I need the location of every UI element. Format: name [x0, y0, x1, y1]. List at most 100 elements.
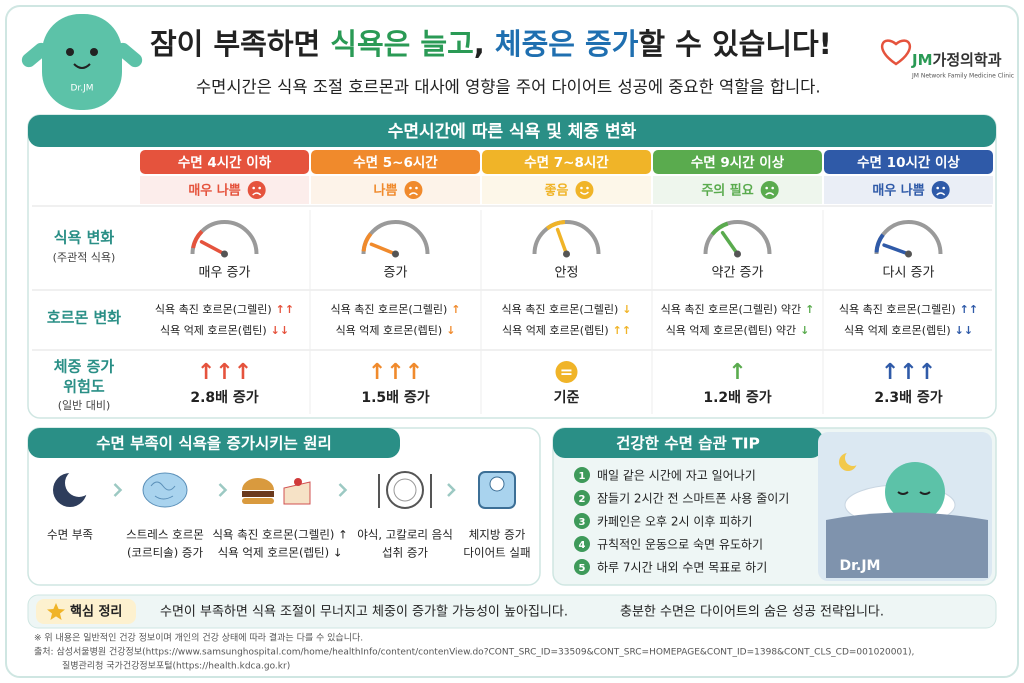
hormone: 식욕 억제 호르몬(렙틴) ↓	[336, 324, 456, 337]
col-header-text: 수면 7~8시간	[524, 154, 609, 171]
step-text: 체지방 증가	[469, 528, 526, 542]
face-mouth	[252, 192, 262, 196]
row-label: (주관적 식욕)	[53, 251, 116, 264]
tip-text: 하루 7시간 내외 수면 목표로 하기	[597, 561, 767, 575]
row-label: 체중 증가	[54, 358, 115, 376]
table-header	[28, 115, 996, 147]
status-face	[760, 181, 779, 199]
tip-badge	[574, 467, 590, 483]
risk: 2.8배 증가	[190, 390, 258, 406]
step-text: 식욕 촉진 호르몬(그렐린) ↑	[212, 528, 347, 542]
summary-text: 수면이 부족하면 식욕 조절이 무너지고 체중이 증가할 가능성이 높아집니다.	[160, 605, 568, 620]
hormone: 식욕 촉진 호르몬(그렐린) ↑↑	[839, 303, 978, 316]
title-part: 식욕은 늘고	[330, 27, 474, 61]
face-eye	[252, 186, 255, 190]
logo-icon	[881, 39, 911, 66]
status: 좋음	[545, 183, 569, 199]
scale-dial	[489, 476, 505, 492]
hormone-text: 식욕 억제 호르몬(렙틴)	[502, 324, 609, 337]
burger-bun	[242, 498, 274, 504]
moon-cut	[65, 469, 93, 497]
face-eye	[409, 186, 412, 190]
step-text: 야식, 고칼로리 음식	[357, 528, 453, 542]
col-header	[653, 150, 822, 174]
tip-badge	[574, 559, 590, 575]
hormone-arrow: ↓	[446, 324, 455, 337]
gauge-highlight	[710, 221, 729, 236]
face-eye	[580, 186, 583, 190]
face-eye	[765, 186, 768, 190]
appetite: 증가	[384, 266, 408, 281]
hormone-arrow: ↑↑	[960, 303, 978, 316]
face-mouth	[765, 192, 775, 196]
logo: JM가정의학과	[911, 51, 1002, 69]
footnote: ※ 위 내용은 일반적인 건강 정보이며 개인의 건강 상태에 따라 결과는 다…	[34, 632, 363, 644]
step-icon	[378, 471, 432, 509]
risk-badge	[555, 361, 578, 383]
tips-header	[553, 428, 823, 458]
tip-number: 3	[579, 517, 586, 528]
title-part: 잠이 부족하면	[150, 27, 330, 61]
hormone: 식욕 촉진 호르몬(그렐린) ↑↑	[155, 303, 294, 316]
face-eye	[936, 186, 939, 190]
hormone-text: 식욕 촉진 호르몬(그렐린)	[331, 303, 448, 316]
col-header-text: 수면 4시간 이하	[178, 154, 272, 171]
hormone: 식욕 억제 호르몬(렙틴) ↓↓	[160, 324, 289, 337]
title-part: ,	[474, 27, 495, 61]
plate-inner	[393, 478, 417, 502]
chevron	[338, 483, 348, 497]
col-header	[482, 150, 651, 174]
moon-cut	[845, 450, 861, 466]
hormone-arrow: ↑	[805, 303, 814, 316]
cake	[283, 481, 311, 505]
tip-number: 4	[579, 540, 586, 551]
brain-fold	[150, 481, 176, 500]
col-header	[824, 150, 993, 174]
step-icon	[142, 472, 188, 508]
hormone-text: 식욕 촉진 호르몬(그렐린)	[502, 303, 619, 316]
appetite: 안정	[555, 266, 579, 281]
blanket-label: Dr.JM	[840, 558, 881, 574]
face-eye	[586, 186, 589, 190]
logo-sub: JM Network Family Medicine Clinic	[911, 73, 1014, 80]
tips-title: 건강한 수면 습관 TIP	[616, 434, 760, 453]
step-icon	[242, 478, 311, 505]
chevron	[113, 483, 123, 497]
mascot-label: Dr.JM	[70, 84, 93, 94]
summary-label: 핵심 정리	[70, 604, 122, 620]
hormone-text: 식욕 억제 호르몬(렙틴)	[336, 324, 443, 337]
step-text: 섭취 증가	[382, 546, 428, 560]
hormone-text: 식욕 촉진 호르몬(그렐린)	[155, 303, 272, 316]
hormone: 식욕 억제 호르몬(렙틴) 약간 ↓	[666, 323, 810, 337]
tip-number: 2	[579, 494, 586, 505]
gauge-hub	[734, 250, 741, 258]
risk: 1.2배 증가	[703, 390, 771, 406]
row-label: 위험도	[63, 378, 105, 396]
hormone-arrow: ↓↓	[271, 324, 289, 337]
title: 잠이 부족하면 식욕은 늘고, 체중은 증가할 수 있습니다!	[150, 27, 832, 61]
hormone-arrow: ↑↑	[613, 324, 631, 337]
status-bg	[824, 176, 993, 204]
tip-text: 잠들기 2시간 전 스마트폰 사용 줄이기	[597, 492, 789, 506]
hormone-arrow: ↑	[451, 303, 460, 316]
step-icon	[478, 471, 516, 509]
row-label: (일반 대비)	[58, 398, 111, 412]
face-mouth	[408, 192, 418, 196]
step-text: 식욕 억제 호르몬(렙틴) ↓	[218, 546, 343, 560]
status-bg	[653, 176, 822, 204]
status-bg	[140, 176, 309, 204]
tip-text: 카페인은 오후 2시 이후 피하기	[597, 515, 752, 529]
status-face	[931, 181, 950, 199]
sleeping-mascot	[818, 432, 992, 581]
risk-icon: =	[560, 363, 573, 382]
summary-bar	[27, 594, 997, 629]
subtitle: 수면시간은 식욕 조절 호르몬과 대사에 영향을 주어 다이어트 성공에 중요한…	[196, 78, 821, 97]
gauge-needle	[369, 242, 398, 256]
gauge-needle	[720, 230, 740, 256]
step-text: (코르티솔) 증가	[127, 546, 204, 560]
risk-icon: ↑	[728, 360, 746, 385]
gauge-needle	[555, 227, 569, 256]
title-part: 할 수 있습니다!	[638, 27, 832, 61]
hormone-text: 식욕 촉진 호르몬(그렐린) 약간	[661, 302, 802, 316]
